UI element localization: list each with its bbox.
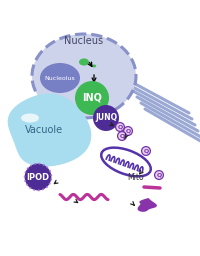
Circle shape	[124, 127, 132, 135]
Ellipse shape	[79, 58, 89, 66]
Text: Vacuole: Vacuole	[25, 125, 63, 135]
Circle shape	[116, 123, 124, 131]
Circle shape	[118, 132, 126, 140]
Circle shape	[25, 164, 51, 190]
Ellipse shape	[21, 113, 39, 123]
Circle shape	[155, 170, 163, 179]
Ellipse shape	[101, 148, 151, 176]
Circle shape	[142, 147, 150, 155]
Circle shape	[75, 81, 109, 115]
Text: INQ: INQ	[82, 93, 102, 103]
Ellipse shape	[92, 65, 96, 68]
Text: IPOD: IPOD	[26, 173, 50, 182]
Text: Q: Q	[117, 124, 123, 130]
Text: JUNQ: JUNQ	[95, 113, 117, 123]
Text: Nucleus: Nucleus	[64, 36, 104, 46]
Text: Nucleolus: Nucleolus	[45, 76, 75, 80]
Ellipse shape	[40, 63, 80, 93]
Polygon shape	[138, 199, 156, 211]
Circle shape	[93, 105, 119, 131]
Text: Mito: Mito	[128, 173, 144, 182]
Text: Q: Q	[156, 173, 162, 177]
Text: Q: Q	[143, 148, 149, 154]
Ellipse shape	[32, 34, 136, 118]
Text: Q: Q	[125, 129, 131, 133]
Polygon shape	[8, 94, 91, 166]
Text: Q: Q	[119, 133, 125, 138]
